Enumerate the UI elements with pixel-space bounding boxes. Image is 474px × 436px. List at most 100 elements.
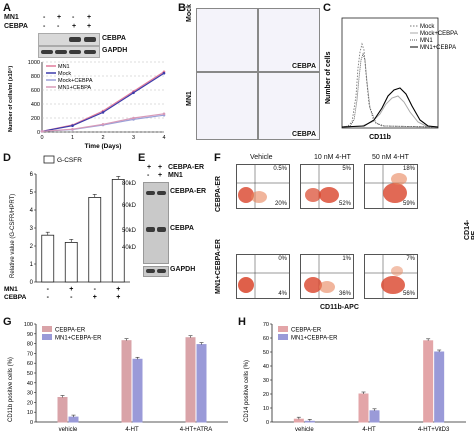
x-tick-label: 2 [101,135,104,141]
blot-row-label: CEBPA [4,23,28,30]
legend-label: MN1 [420,38,433,44]
y-tick-label: 60 [27,361,33,367]
legend-swatch [278,334,288,340]
bar [57,397,68,423]
axis-label-y: CD11b positive cells (%) [8,357,14,422]
condition-mark: - [70,294,73,301]
y-tick-label: 3 [30,226,34,232]
panel-letter-a: A [3,2,11,14]
legend-label: Mock+CEBPA [58,78,93,84]
blot-strip-gapdh [38,46,100,58]
bar [358,393,369,423]
blot-mark: - [43,23,46,30]
y-tick-label: 50 [27,371,33,377]
chart-legend: CEBPA-ER MN1+CEBPA-ER [278,326,338,342]
axis-label-y: Number of cells/ml (x10⁵) [8,66,14,132]
blot-mark: + [158,164,163,171]
flow-plot: 0% 4% [236,254,290,299]
y-tick-label: 1 [30,262,34,268]
data-point [132,116,135,120]
y-tick-label: 30 [263,378,269,384]
y-tick-label: 4 [30,208,34,214]
chart-bars [41,176,125,283]
blot-mark: + [158,172,163,179]
blot-strip-gapdh [143,266,169,277]
condition-mark: - [47,294,50,301]
micro-row-label: Mock [186,4,193,22]
x-tick-label: 0 [40,135,43,141]
y-tick-label: 600 [31,88,40,94]
histogram-mock [341,42,439,128]
blot-band [157,269,166,273]
bar [304,420,315,423]
blot-strip-cebpa [38,33,100,46]
micrograph-mock-cebpa: CEBPA [258,8,320,72]
blot-band-label: CEBPA [170,225,194,232]
data-point [101,123,105,126]
data-point [101,111,105,114]
blot-band [157,227,166,232]
data-point [71,124,74,127]
y-tick-label: 10 [263,406,269,412]
y-tick-label: 80 [27,342,33,348]
x-tick-label: vehicle [295,427,314,433]
y-tick-label: 400 [31,102,40,108]
mw-marker: 40kD [122,245,137,251]
blot-band [146,191,155,195]
chart-bars [293,338,445,423]
data-point [132,91,135,95]
blot-band [84,37,96,42]
quadrant-percent: 5% [341,166,352,172]
legend-swatch [42,326,52,332]
legend-label: MN1+CEBPA [420,45,456,51]
y-tick-label: 50 [263,350,269,356]
legend-label: G-CSFR [57,157,82,164]
histogram-mn1 [341,52,439,128]
panel-letter-g: G [3,316,12,328]
axis-label-y: Relative value (G-CSFR/HPRT) [10,194,16,278]
blot-band [146,227,155,232]
cd11b-histogram: Number of cells CD11b Mock Mock+CEBPA MN… [325,17,458,141]
quadrant-percent: 18% [401,166,416,172]
legend-label: MN1+CEBPA-ER [291,336,338,342]
micrograph-mock [196,8,258,72]
chart-bars [57,335,207,423]
bar [132,358,143,423]
x-tick-label: 4-HT [362,427,376,433]
y-tick-label: 10 [27,410,33,416]
chart-legend: Mock Mock+CEBPA MN1 MN1+CEBPA [410,24,458,51]
chart-legend: CEBPA-ER MN1+CEBPA-ER [42,326,102,342]
quadrant-percent: 0% [277,256,288,262]
blot-mark: + [87,23,92,30]
blot-mark: - [147,172,150,179]
quadrant-percent: 4% [277,291,288,297]
y-tick-label: 1000 [28,60,40,66]
column-title: 50 nM 4-HT [372,154,409,161]
blot-band-label: CEBPA-ER [170,188,207,195]
condition-mark: + [116,286,120,293]
mw-marker: 60kD [122,203,137,209]
legend-label: MN1+CEBPA [58,85,91,91]
plot-frame [341,17,439,129]
column-title: Vehicle [250,154,273,161]
panel-letter-b: B [178,2,186,14]
blot-mark: + [72,23,77,30]
growth-curve-chart: 0 200 400 600 800 1000 0 1 2 3 4 Time (Days) Number … [8,60,166,150]
blot-mark: + [87,14,92,21]
chart-axes: 0 200 400 600 800 1000 0 1 2 3 4 Time (Days) Number … [8,60,166,150]
condition-mark: - [94,286,97,293]
condition-mark: - [47,286,50,293]
blot-mark: - [72,14,75,21]
condition-row-label: CEBPA [4,294,27,301]
blot-band [69,50,81,54]
legend-label: MN1 [58,64,70,70]
legend-label: Mock [420,24,435,30]
legend-label: CEBPA-ER [291,328,322,334]
condition-mark: + [93,294,97,301]
y-tick-label: 800 [31,74,40,80]
blot-band [157,191,166,195]
condition-mark: + [69,286,73,293]
quadrant-percent: 1% [341,256,352,262]
bar [293,418,304,423]
blot-band [41,50,53,54]
